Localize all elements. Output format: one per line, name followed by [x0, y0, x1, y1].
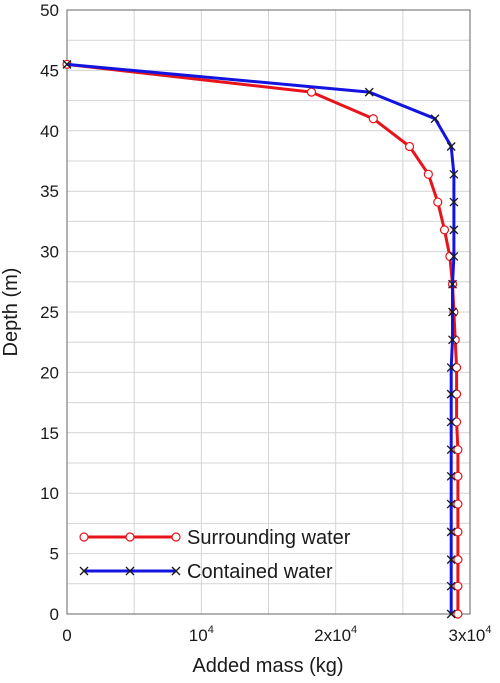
data-point-stroke: [446, 389, 456, 399]
plot-frame: [66, 9, 471, 615]
data-point-stroke: [446, 581, 456, 591]
data-point: [448, 307, 457, 317]
data-point: [306, 87, 317, 97]
data-point: [453, 581, 463, 591]
y-tick-label: 40: [40, 122, 59, 141]
data-point: [79, 566, 89, 576]
legend-item: Contained water: [79, 561, 333, 583]
data-point: [446, 499, 456, 509]
legend-item: Surrounding water: [79, 527, 351, 549]
data-point: [453, 471, 463, 481]
data-point: [433, 197, 443, 207]
y-tick-label: 25: [40, 303, 59, 322]
data-point: [453, 609, 463, 619]
data-point: [171, 566, 181, 576]
y-tick-label: 50: [40, 1, 59, 20]
data-point-stroke: [446, 555, 456, 565]
data-point-stroke: [446, 527, 456, 537]
data-point-stroke: [446, 363, 456, 373]
data-point: [446, 471, 456, 481]
data-point-stroke: [448, 307, 457, 317]
x-axis-title: Added mass (kg): [192, 655, 343, 677]
data-point: [446, 555, 456, 565]
data-point-stroke: [79, 566, 89, 576]
y-axis-title: Depth (m): [0, 268, 22, 357]
y-tick-label: 35: [40, 182, 59, 201]
data-point: [449, 225, 459, 235]
data-point: [79, 532, 89, 542]
data-point: [125, 532, 135, 542]
data-point-stroke: [364, 87, 374, 97]
data-point: [446, 445, 456, 455]
x-tick-label: 104: [189, 624, 214, 645]
data-point: [449, 169, 459, 179]
data-point-stroke: [448, 335, 457, 345]
x-tick-label: 0: [62, 626, 71, 645]
data-point-stroke: [171, 566, 181, 576]
y-tick-label: 45: [40, 61, 59, 80]
data-point-stroke: [446, 417, 456, 427]
x-axis-ticks: 0 104 2x104 3x104: [62, 624, 491, 645]
series-contained-water: [62, 59, 459, 619]
data-point: [453, 555, 463, 565]
data-point: [446, 142, 456, 151]
x-tick-label: 2x104: [314, 624, 357, 645]
series-layer: [62, 59, 463, 619]
data-point-stroke: [449, 169, 459, 179]
data-point-stroke: [448, 279, 457, 289]
y-tick-label: 0: [50, 605, 59, 624]
data-point: [446, 527, 456, 537]
data-point: [439, 225, 450, 235]
y-tick-label: 30: [40, 243, 59, 262]
data-point: [446, 363, 456, 373]
data-point-stroke: [446, 609, 456, 619]
data-point: [446, 581, 456, 591]
data-point: [453, 527, 463, 537]
data-point: [449, 251, 459, 261]
data-point: [453, 445, 463, 455]
data-point-stroke: [446, 471, 456, 481]
y-tick-label: 10: [40, 484, 59, 503]
data-point: [364, 87, 374, 97]
data-point: [125, 566, 135, 576]
data-point: [404, 141, 415, 152]
legend: Surrounding water Contained water: [79, 527, 351, 583]
x-tick-label: 3x104: [449, 624, 492, 645]
data-point: [423, 169, 433, 179]
y-tick-label: 5: [50, 545, 59, 564]
data-point: [449, 197, 459, 207]
data-point: [448, 279, 457, 289]
data-point: [448, 335, 457, 345]
legend-label: Contained water: [187, 561, 333, 583]
y-tick-label: 20: [40, 363, 59, 382]
data-point: [430, 114, 440, 124]
data-point-stroke: [446, 499, 456, 509]
data-point-stroke: [62, 59, 72, 69]
y-axis-ticks: 0 5 10 15 20 25 30 35 40 45 50: [40, 1, 59, 624]
data-point-stroke: [446, 142, 456, 151]
data-point-stroke: [430, 114, 440, 124]
data-point-stroke: [125, 566, 135, 576]
grid: [66, 9, 471, 615]
data-point: [368, 114, 378, 124]
data-point-stroke: [449, 197, 459, 207]
data-point-stroke: [449, 251, 459, 261]
data-point: [62, 59, 72, 69]
data-point-stroke: [449, 225, 459, 235]
data-point: [446, 609, 456, 619]
y-tick-label: 15: [40, 424, 59, 443]
data-point-stroke: [446, 445, 456, 455]
data-point: [453, 499, 463, 509]
data-point: [446, 389, 456, 399]
legend-label: Surrounding water: [187, 527, 351, 549]
data-point: [171, 532, 181, 542]
data-point: [446, 417, 456, 427]
